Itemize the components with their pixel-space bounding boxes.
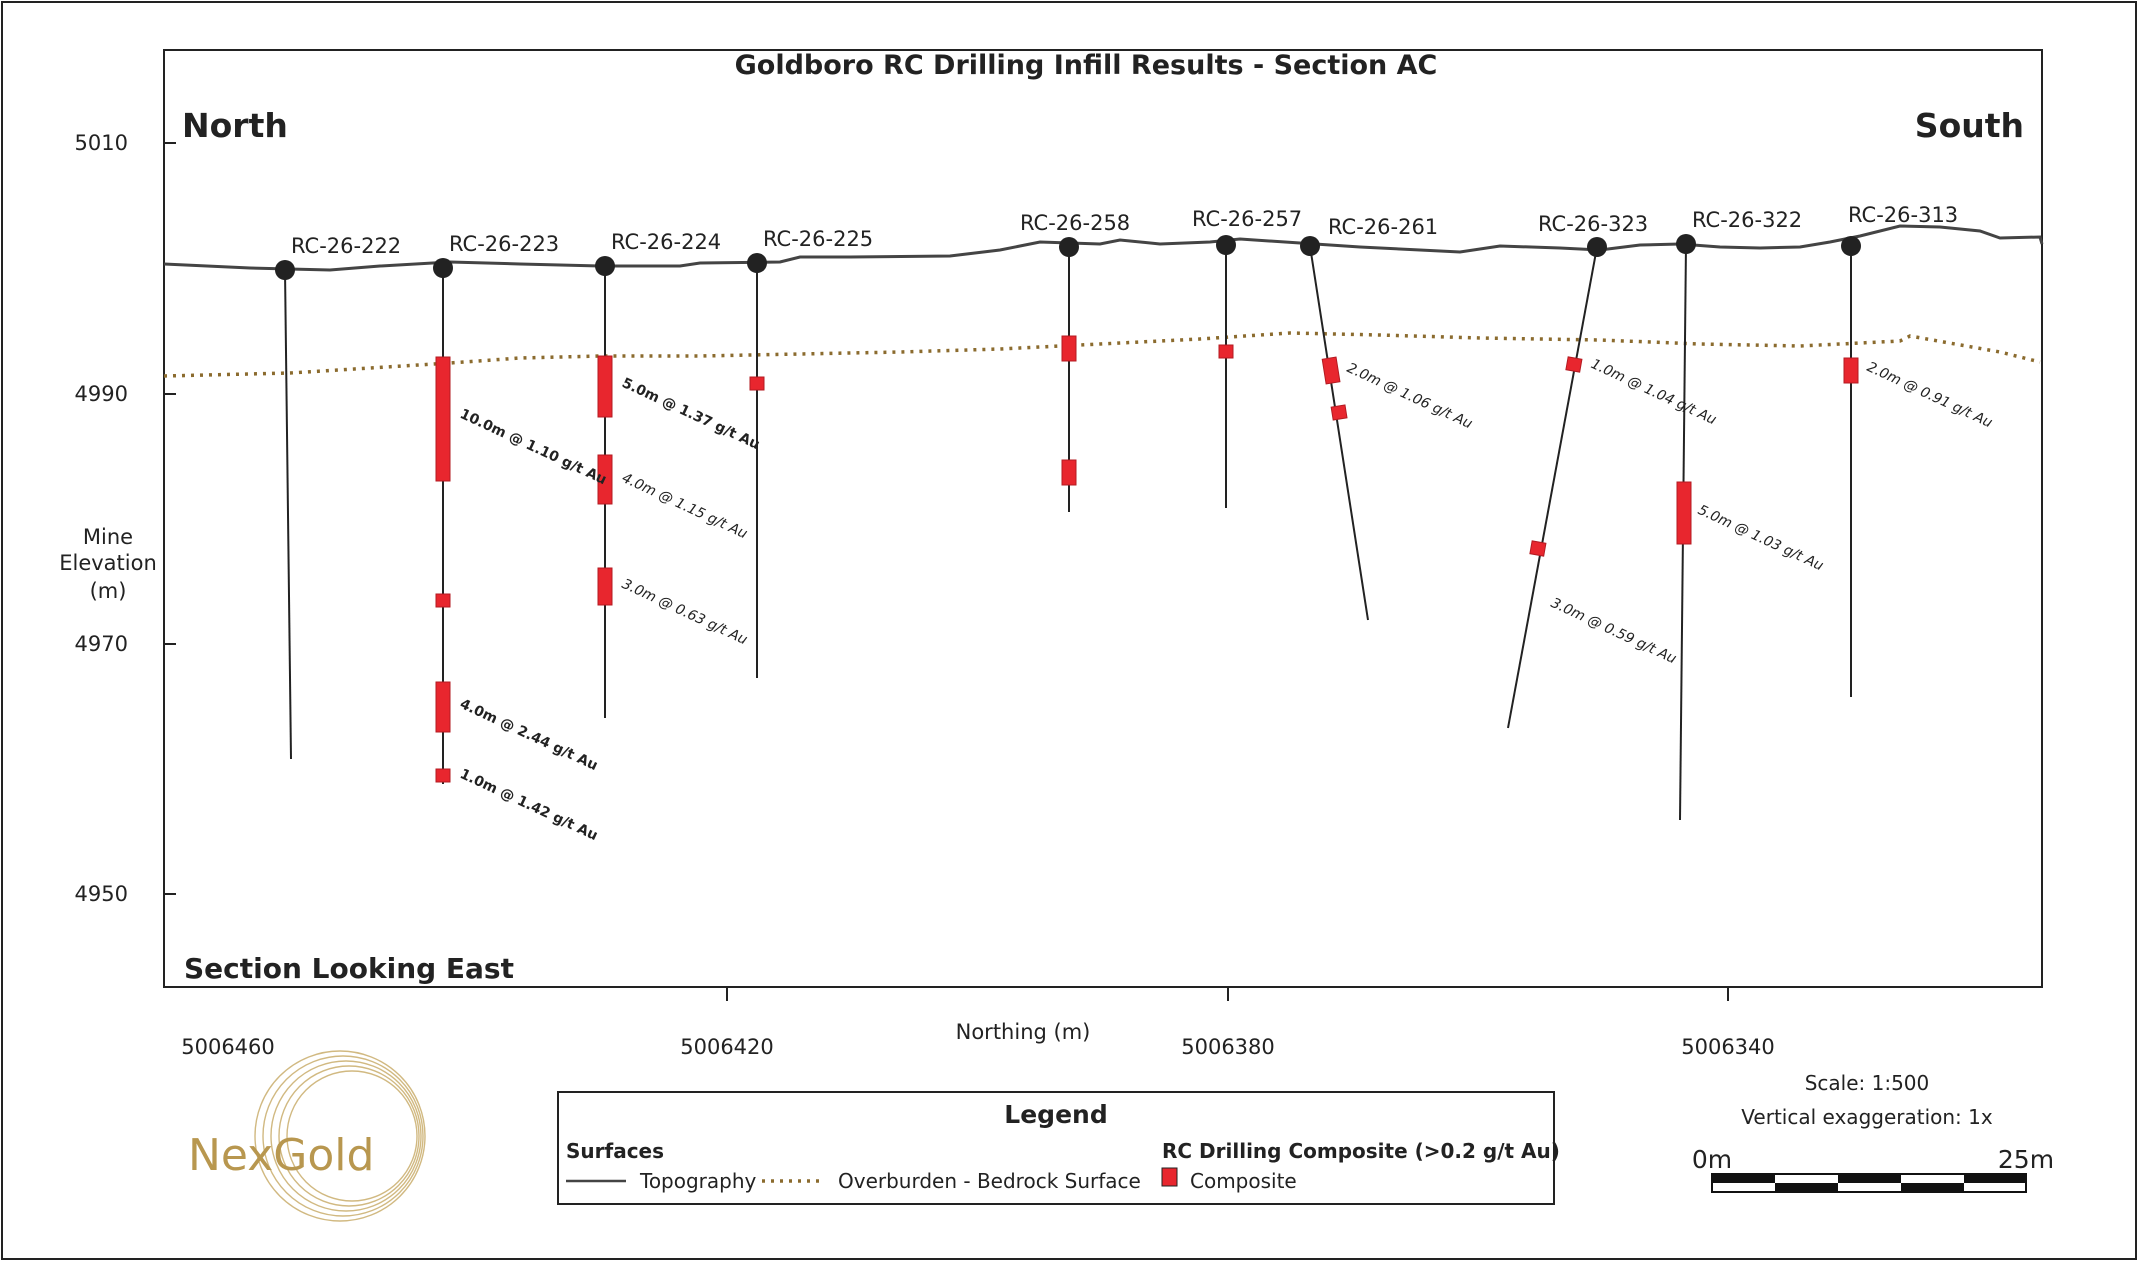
y-tick-label: 4970 xyxy=(75,632,128,656)
composite-interval xyxy=(1843,357,1859,384)
hole-label: RC-26-258 xyxy=(1020,211,1130,235)
logo-rings xyxy=(254,1050,426,1222)
legend-box xyxy=(557,1091,1555,1205)
hole-label: RC-26-322 xyxy=(1692,208,1802,232)
collar-marker xyxy=(275,260,295,280)
drill-hole-rc-26-224: RC-26-224 xyxy=(595,230,721,718)
direction-north: North xyxy=(182,106,288,145)
scale-bar xyxy=(1711,1173,2027,1193)
y-tick-label: 4950 xyxy=(75,882,128,906)
collar-marker xyxy=(1300,236,1320,256)
drill-hole-rc-26-258: RC-26-258 xyxy=(1020,211,1130,512)
y-axis: 5010 4990 4970 4950 Mine Elevation (m) xyxy=(59,131,176,906)
drill-hole-rc-26-223: RC-26-223 xyxy=(433,232,559,784)
composite-interval xyxy=(1061,459,1077,486)
y-axis-label-line: Elevation xyxy=(59,551,157,575)
composite-interval xyxy=(1529,540,1547,557)
collar-marker xyxy=(595,256,615,276)
hole-label: RC-26-224 xyxy=(611,230,721,254)
composite-interval xyxy=(1218,344,1234,359)
drill-hole-rc-26-222: RC-26-222 xyxy=(275,234,401,760)
collar-marker xyxy=(1216,235,1236,255)
composite-interval xyxy=(749,376,765,391)
x-tick-label: 5006420 xyxy=(680,1035,774,1059)
direction-south: South xyxy=(1915,106,2024,145)
scale-end-label: 25m xyxy=(1998,1145,2054,1174)
composite-interval xyxy=(1565,356,1583,373)
composite-interval xyxy=(1676,481,1692,545)
plot-frame xyxy=(163,49,2043,988)
hole-label: RC-26-313 xyxy=(1848,203,1958,227)
drill-hole-rc-26-257: RC-26-257 xyxy=(1192,207,1302,508)
collar-marker xyxy=(1587,237,1607,257)
composite-interval xyxy=(597,567,613,606)
collar-marker xyxy=(1059,237,1079,257)
x-axis: 5006460 5006420 5006380 5006340 Northing… xyxy=(181,987,1775,1059)
drill-hole-rc-26-323: RC-26-323 xyxy=(1507,212,1648,729)
collar-marker xyxy=(433,258,453,278)
scale-block: Scale: 1:500 Vertical exaggeration: 1x 0… xyxy=(1692,1071,2054,1193)
hole-label: RC-26-225 xyxy=(763,227,873,251)
composite-interval xyxy=(435,681,451,733)
hole-label: RC-26-261 xyxy=(1328,215,1438,239)
legend-title: Legend xyxy=(1004,1100,1107,1129)
drill-trace xyxy=(284,269,292,760)
y-axis-label-line: Mine xyxy=(83,525,133,549)
nexgold-logo: NexGold xyxy=(188,1050,426,1222)
composite-interval xyxy=(597,355,613,418)
composite-interval xyxy=(1061,335,1077,362)
x-axis-label: Northing (m) xyxy=(956,1020,1091,1044)
composite-legend-swatch xyxy=(1161,1167,1178,1187)
drill-hole-rc-26-313: RC-26-313 xyxy=(1841,203,1958,697)
drill-hole-rc-26-261: RC-26-261 xyxy=(1300,215,1438,621)
section-view-label: Section Looking East xyxy=(184,952,514,985)
vertical-exaggeration: Vertical exaggeration: 1x xyxy=(1741,1105,1993,1129)
x-tick-label: 5006340 xyxy=(1681,1035,1775,1059)
hole-label: RC-26-222 xyxy=(291,234,401,258)
composite-interval xyxy=(1330,404,1348,421)
drill-trace xyxy=(1507,246,1598,729)
legend-surfaces-heading: Surfaces xyxy=(566,1139,664,1163)
scale-ratio: Scale: 1:500 xyxy=(1805,1071,1930,1095)
composite-interval xyxy=(435,768,451,783)
collar-marker xyxy=(747,253,767,273)
collar-marker xyxy=(1676,234,1696,254)
chart-title: Goldboro RC Drilling Infill Results - Se… xyxy=(735,50,1438,81)
y-axis-label-line: (m) xyxy=(90,579,127,603)
drill-holes: RC-26-222 RC-26-223 RC-26-224 RC-26-225 xyxy=(275,203,1958,821)
legend-composite-label: Composite xyxy=(1190,1169,1297,1193)
hole-label: RC-26-323 xyxy=(1538,212,1648,236)
drill-trace xyxy=(1309,245,1369,621)
topography-surface xyxy=(163,224,2044,272)
y-tick-label: 4990 xyxy=(75,382,128,406)
x-tick-label: 5006460 xyxy=(181,1035,275,1059)
composite-interval xyxy=(435,593,451,608)
scale-start-label: 0m xyxy=(1692,1145,1732,1174)
y-tick-label: 5010 xyxy=(75,131,128,155)
composite-interval xyxy=(597,454,613,505)
drill-hole-rc-26-225: RC-26-225 xyxy=(747,227,873,678)
logo-wordmark: NexGold xyxy=(188,1130,374,1181)
composite-interval xyxy=(435,356,451,482)
collar-marker xyxy=(1841,236,1861,256)
composite-interval xyxy=(1321,356,1341,385)
x-tick-label: 5006380 xyxy=(1181,1035,1275,1059)
legend: Legend Surfaces Topography Overburden - … xyxy=(557,1091,1560,1205)
legend-composite-heading: RC Drilling Composite (>0.2 g/t Au) xyxy=(1162,1139,1560,1163)
hole-label: RC-26-223 xyxy=(449,232,559,256)
hole-label: RC-26-257 xyxy=(1192,207,1302,231)
drill-hole-rc-26-322: RC-26-322 xyxy=(1676,208,1802,821)
overburden-bedrock-surface xyxy=(163,331,2041,378)
legend-topography-label: Topography xyxy=(639,1169,757,1193)
legend-overburden-label: Overburden - Bedrock Surface xyxy=(838,1169,1141,1193)
